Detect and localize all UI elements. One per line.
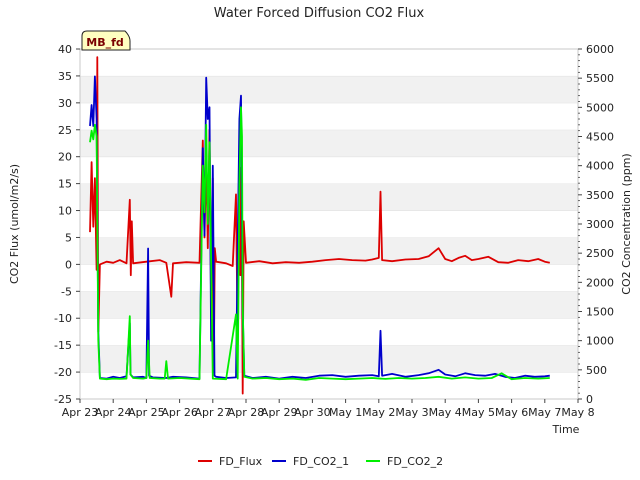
x-tick-label: Apr 28 xyxy=(228,406,265,419)
right-tick-label: 6000 xyxy=(586,43,614,56)
x-tick-label: May 3 xyxy=(395,406,428,419)
x-tick-label: May 5 xyxy=(462,406,495,419)
left-tick-label: 15 xyxy=(58,178,72,191)
right-tick-label: 2000 xyxy=(586,276,614,289)
right-tick-label: 3500 xyxy=(586,189,614,202)
x-tick-label: May 8 xyxy=(561,406,594,419)
y-axis-left-label: CO2 Flux (umol/m2/s) xyxy=(8,164,21,284)
x-tick-label: Apr 30 xyxy=(294,406,331,419)
right-tick-label: 1500 xyxy=(586,306,614,319)
left-tick-label: 20 xyxy=(58,151,72,164)
left-axis: -25 -20 -15 -10 -5 0 5 10 15 20 25 30 35 40 xyxy=(54,43,80,406)
left-tick-label: 25 xyxy=(58,124,72,137)
plot-band xyxy=(80,156,578,184)
legend: FD_Flux FD_CO2_1 FD_CO2_2 xyxy=(198,455,443,468)
left-tick-label: 40 xyxy=(58,43,72,56)
left-tick-label: 10 xyxy=(58,205,72,218)
left-tick-label: -15 xyxy=(54,339,72,352)
x-tick-label: Apr 24 xyxy=(95,406,132,419)
x-tick-label: May 6 xyxy=(495,406,528,419)
left-tick-label: 5 xyxy=(65,231,72,244)
series-line-fd-co2-2 xyxy=(89,106,550,381)
x-tick-label: May 2 xyxy=(362,406,395,419)
chart-title: Water Forced Diffusion CO2 Flux xyxy=(214,6,425,21)
mb-fd-badge: MB_fd xyxy=(81,30,131,51)
plot-band xyxy=(80,210,578,238)
left-tick-label: -20 xyxy=(54,366,72,379)
left-tick-label: 30 xyxy=(58,97,72,110)
plot-band xyxy=(80,75,578,103)
right-tick-label: 5500 xyxy=(586,72,614,85)
x-tick-label: Apr 23 xyxy=(62,406,99,419)
left-tick-label: -10 xyxy=(54,312,72,325)
plot-band xyxy=(80,49,578,76)
left-tick-label: 0 xyxy=(65,258,72,271)
right-tick-label: 0 xyxy=(586,393,593,406)
x-tick-label: May 7 xyxy=(528,406,561,419)
legend-label: FD_Flux xyxy=(219,455,263,468)
x-tick-label: Apr 27 xyxy=(195,406,232,419)
right-tick-label: 5000 xyxy=(586,101,614,114)
plot-band xyxy=(80,345,578,373)
right-tick-label: 4000 xyxy=(586,160,614,173)
left-tick-label: -25 xyxy=(54,393,72,406)
right-tick-label: 2500 xyxy=(586,247,614,260)
plot-band xyxy=(80,291,578,319)
plot-band xyxy=(80,318,578,346)
right-tick-label: 4500 xyxy=(586,131,614,144)
left-tick-label: -5 xyxy=(61,285,72,298)
x-tick-label: Apr 29 xyxy=(261,406,298,419)
legend-label: FD_CO2_1 xyxy=(293,455,349,468)
right-tick-label: 1000 xyxy=(586,335,614,348)
plot-band xyxy=(80,264,578,292)
series-lines xyxy=(89,56,550,395)
right-tick-label: 500 xyxy=(586,364,607,377)
legend-label: FD_CO2_2 xyxy=(387,455,443,468)
x-tick-label: Apr 26 xyxy=(161,406,198,419)
x-tick-label: May 1 xyxy=(329,406,362,419)
left-tick-label: 35 xyxy=(58,70,72,83)
plot-band xyxy=(80,102,578,130)
x-tick-label: Apr 25 xyxy=(128,406,165,419)
y-axis-right-label: CO2 Concentration (ppm) xyxy=(620,153,633,294)
plot-band xyxy=(80,183,578,211)
plot-bands xyxy=(80,48,578,399)
right-tick-label: 3000 xyxy=(586,218,614,231)
x-axis-label: Time xyxy=(552,423,580,436)
plot-band xyxy=(80,129,578,157)
badge-label: MB_fd xyxy=(86,36,124,49)
right-axis: 0 500 1000 1500 2000 2500 3000 3500 4000 4500 5000… xyxy=(578,43,614,406)
x-tick-label: May 4 xyxy=(429,406,462,419)
